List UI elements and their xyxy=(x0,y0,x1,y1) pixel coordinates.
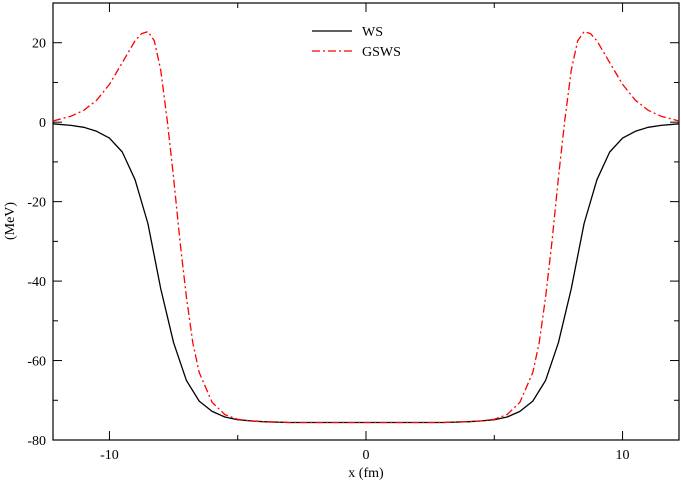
axis-ticks: -10 0 10 -80 -60 -40 -20 0 20 xyxy=(27,2,679,463)
y-axis-title: (MeV) xyxy=(3,202,18,240)
y-tick-label: -20 xyxy=(27,196,46,211)
legend-label-ws: WS xyxy=(362,25,383,40)
y-tick-label: 20 xyxy=(32,37,46,52)
series-line-ws xyxy=(52,123,680,424)
y-tick-label: -40 xyxy=(27,275,46,290)
y-tick-label: -80 xyxy=(27,434,46,449)
legend-label-gsws: GSWS xyxy=(362,45,401,60)
y-tick-label: 0 xyxy=(39,116,46,131)
x-tick-label: 0 xyxy=(363,448,370,463)
y-tick-label: -60 xyxy=(27,355,46,370)
x-tick-label: -10 xyxy=(100,448,119,463)
series-line-gsws xyxy=(52,30,680,424)
x-tick-label: 10 xyxy=(616,448,630,463)
x-axis-title: x (fm) xyxy=(348,466,384,481)
series-layer xyxy=(52,30,680,424)
legend: WS GSWS xyxy=(312,25,401,60)
